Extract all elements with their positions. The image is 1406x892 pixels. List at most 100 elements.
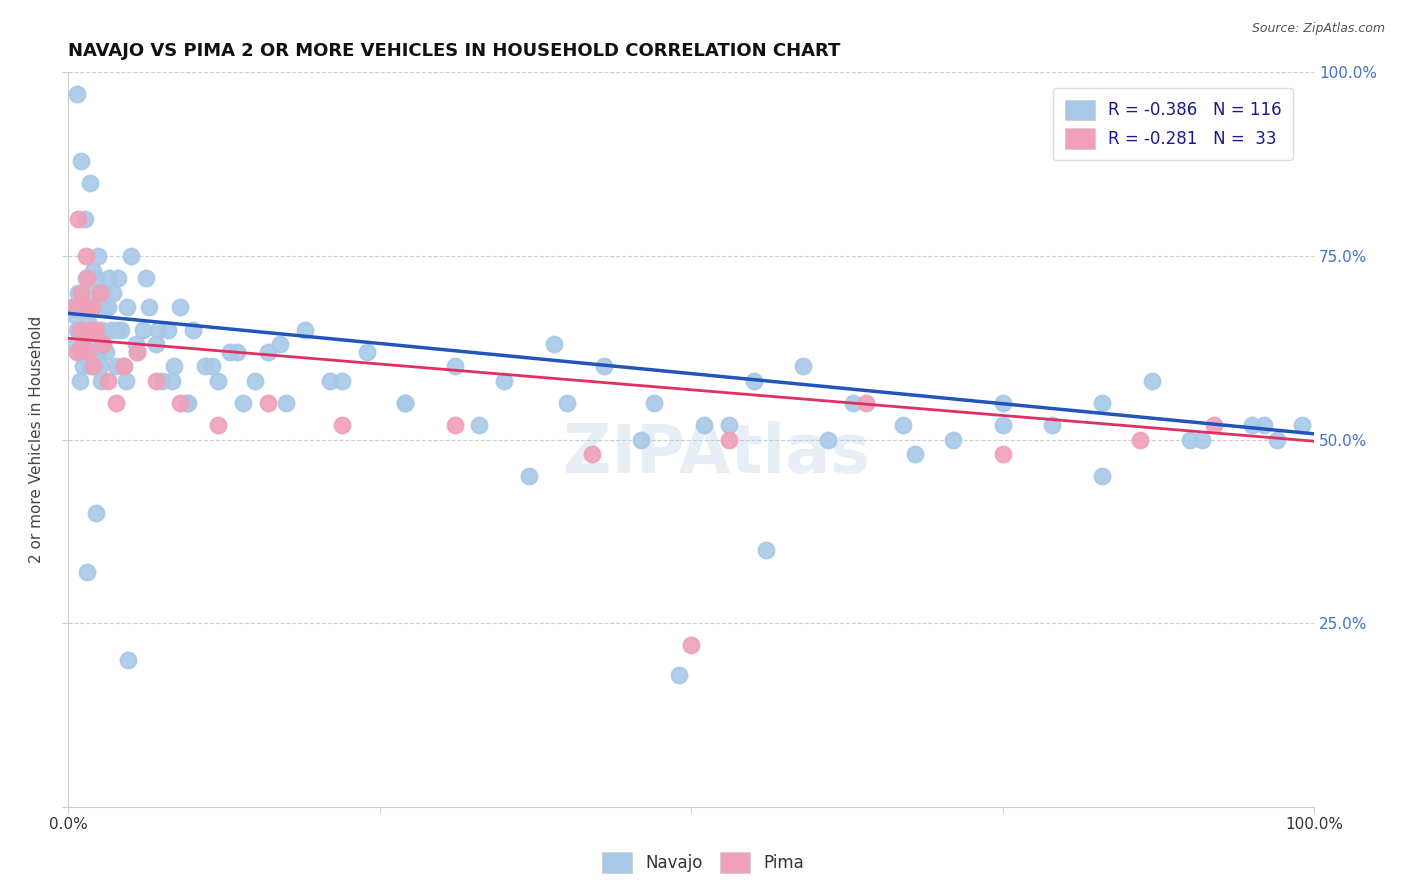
Point (160, 374, 183, 388)
Point (76, 271, 98, 285)
Point (84, 506, 107, 520)
Point (717, 433, 740, 447)
Point (176, 396, 198, 410)
Point (79, 322, 101, 336)
Point (581, 447, 603, 461)
Point (75, 271, 97, 285)
Point (1091, 396, 1114, 410)
Point (73, 301, 96, 315)
Legend: R = -0.386   N = 116, R = -0.281   N =  33: R = -0.386 N = 116, R = -0.281 N = 33 (1053, 88, 1294, 161)
Point (124, 337, 146, 351)
Point (105, 322, 128, 336)
Point (73, 301, 96, 315)
Point (169, 301, 191, 315)
Point (276, 396, 298, 410)
Point (112, 359, 135, 374)
Point (110, 322, 132, 336)
Point (394, 396, 416, 410)
Point (1129, 433, 1152, 447)
Point (117, 653, 139, 667)
Point (319, 374, 342, 388)
Point (97, 301, 120, 315)
Text: ZIPAtlas: ZIPAtlas (562, 421, 869, 487)
Point (91, 322, 114, 336)
Point (73, 212, 96, 227)
Point (138, 301, 160, 315)
Point (792, 359, 814, 374)
Point (125, 344, 148, 359)
Point (394, 396, 416, 410)
Point (1291, 417, 1313, 432)
Point (82, 359, 104, 374)
Point (443, 359, 465, 374)
Point (1253, 417, 1275, 432)
Point (1265, 433, 1288, 447)
Point (991, 417, 1014, 432)
Point (114, 374, 136, 388)
Point (63, 301, 86, 315)
Point (817, 433, 839, 447)
Point (256, 396, 278, 410)
Point (135, 271, 157, 285)
Point (79, 176, 101, 190)
Point (942, 433, 965, 447)
Point (643, 396, 665, 410)
Point (842, 396, 865, 410)
Point (89, 285, 111, 300)
Point (83, 359, 105, 374)
Point (84, 271, 107, 285)
Point (245, 374, 267, 388)
Point (82, 264, 104, 278)
Point (145, 374, 167, 388)
Point (112, 359, 135, 374)
Point (77, 344, 100, 359)
Point (468, 417, 491, 432)
Point (201, 359, 224, 374)
Point (66, 87, 89, 102)
Point (69, 374, 91, 388)
Point (207, 417, 229, 432)
Point (63, 308, 86, 322)
Point (91, 301, 114, 315)
Point (87, 249, 110, 263)
Point (76, 565, 98, 579)
Point (84, 322, 107, 336)
Point (1042, 417, 1064, 432)
Point (89, 359, 111, 374)
Point (65, 337, 87, 351)
Point (125, 344, 148, 359)
Point (146, 322, 169, 336)
Point (294, 322, 316, 336)
Point (891, 417, 914, 432)
Point (69, 344, 91, 359)
Point (82, 285, 104, 300)
Point (1240, 417, 1263, 432)
Point (555, 396, 578, 410)
Point (66, 322, 89, 336)
Point (80, 301, 103, 315)
Point (332, 374, 354, 388)
Point (157, 322, 180, 336)
Point (194, 359, 217, 374)
Point (681, 639, 703, 653)
Point (66, 344, 89, 359)
Point (77, 337, 100, 351)
Point (91, 285, 114, 300)
Point (991, 396, 1014, 410)
Point (717, 417, 740, 432)
Point (67, 285, 90, 300)
Point (177, 396, 200, 410)
Point (1191, 433, 1213, 447)
Point (70, 337, 93, 351)
Point (1091, 469, 1114, 483)
Point (76, 351, 98, 366)
Point (145, 337, 167, 351)
Point (855, 396, 877, 410)
Point (991, 447, 1014, 461)
Point (207, 374, 229, 388)
Point (104, 359, 127, 374)
Point (100, 322, 122, 336)
Point (543, 337, 565, 351)
Point (107, 271, 129, 285)
Point (225, 344, 247, 359)
